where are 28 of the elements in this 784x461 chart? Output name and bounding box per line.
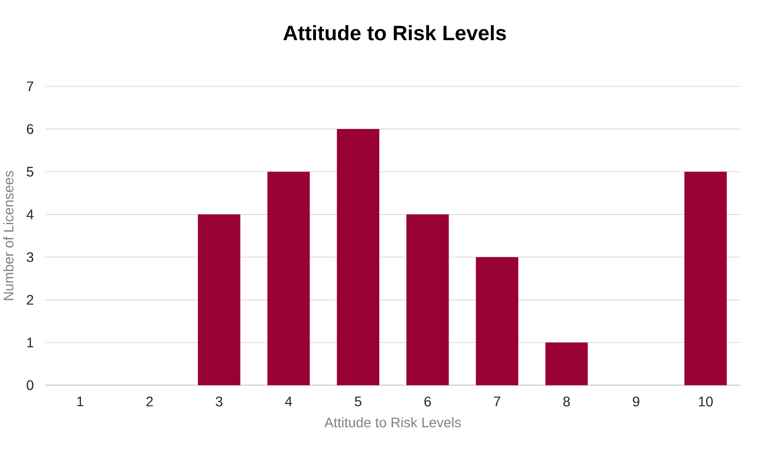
x-tick-label: 9 [632, 396, 640, 407]
y-tick-label: 6 [26, 124, 34, 134]
y-tick-label: 2 [26, 295, 34, 305]
x-axis-title: Attitude to Risk Levels [324, 417, 461, 428]
y-tick-label: 1 [27, 338, 34, 348]
x-tick-label: 6 [424, 396, 431, 407]
x-tick-label: 2 [146, 396, 153, 406]
x-tick-label: 10 [698, 396, 713, 407]
bar [545, 342, 588, 386]
y-tick-label: 3 [26, 252, 34, 262]
bar [406, 214, 449, 386]
bar [198, 214, 240, 386]
x-tick-label: 1 [77, 396, 84, 406]
y-tick-label: 5 [26, 167, 34, 177]
x-tick-label: 8 [563, 396, 570, 407]
chart-title: Attitude to Risk Levels [283, 25, 506, 41]
y-tick-label: 4 [26, 210, 34, 220]
bar [684, 172, 727, 386]
x-tick-label: 3 [216, 396, 222, 407]
x-tick-label: 7 [494, 396, 500, 406]
y-axis-title: Number of Licensees [3, 171, 14, 300]
y-tick-label: 7 [26, 82, 34, 92]
bar [267, 172, 310, 386]
y-tick-label: 0 [26, 380, 34, 390]
x-tick-label: 4 [285, 396, 292, 406]
x-tick-label: 5 [354, 396, 362, 406]
bar [476, 257, 518, 386]
bar [336, 129, 380, 386]
